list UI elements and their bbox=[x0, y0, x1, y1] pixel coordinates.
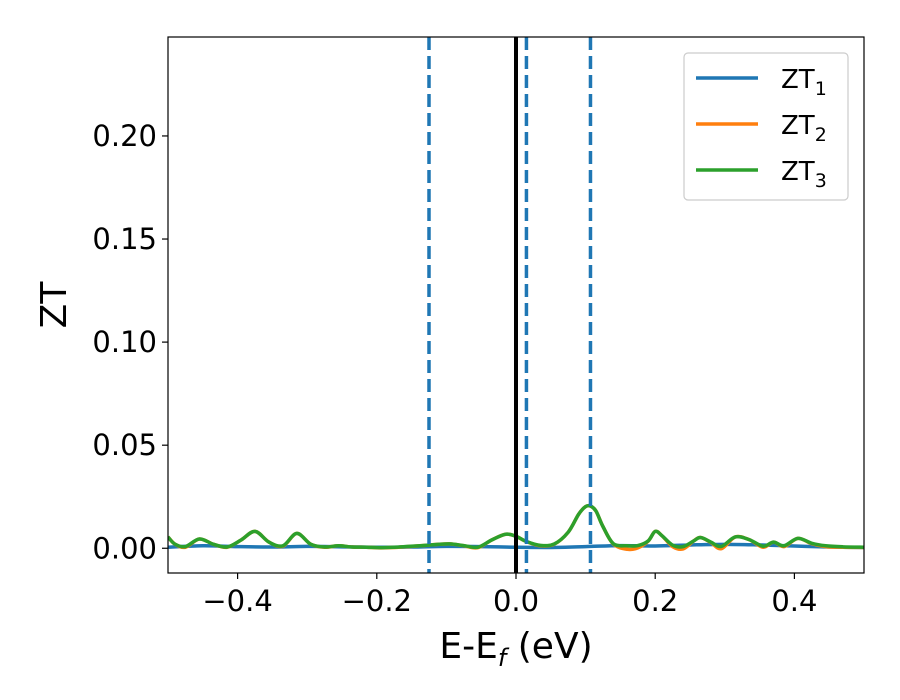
y-tick-label: 0.00 bbox=[92, 531, 157, 565]
y-tick-label: 0.15 bbox=[92, 222, 157, 256]
x-axis-label: E-Ef (eV) bbox=[439, 626, 592, 672]
x-tick-label: −0.4 bbox=[202, 584, 272, 618]
y-tick-label: 0.05 bbox=[92, 428, 157, 462]
y-axis-ticks: 0.00 0.05 0.10 0.15 0.20 bbox=[92, 119, 168, 565]
legend-box bbox=[683, 52, 849, 201]
vline-layer bbox=[427, 37, 593, 573]
x-tick-label: 0.2 bbox=[632, 584, 678, 618]
legend: ZT1 ZT2 ZT3 bbox=[683, 52, 849, 201]
y-tick-label: 0.20 bbox=[92, 119, 157, 153]
legend-label-zt1: ZT1 bbox=[781, 65, 827, 100]
x-tick-label: −0.2 bbox=[342, 584, 412, 618]
series-line-zt3 bbox=[168, 503, 864, 550]
legend-label-zt3: ZT3 bbox=[781, 157, 827, 192]
x-tick-label: 0.4 bbox=[771, 584, 817, 618]
y-axis-label: ZT bbox=[34, 281, 75, 329]
x-axis-label-main: E-E bbox=[439, 626, 497, 667]
x-axis-ticks: −0.4 −0.2 0.0 0.2 0.4 bbox=[202, 573, 817, 618]
legend-label-zt2: ZT2 bbox=[781, 111, 827, 146]
x-axis-label-unit: (eV) bbox=[506, 626, 592, 667]
y-tick-label: 0.10 bbox=[92, 325, 157, 359]
x-tick-label: 0.0 bbox=[493, 584, 539, 618]
